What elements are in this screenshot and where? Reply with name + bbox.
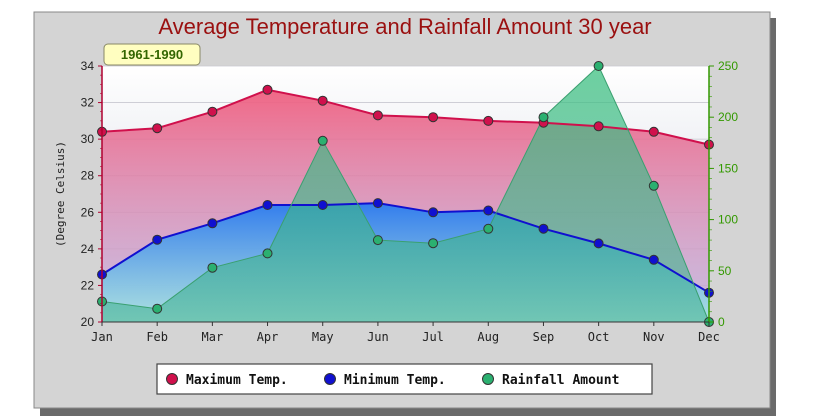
data-point [428,112,439,123]
left-tick-label: 30 [81,132,95,146]
right-tick-label: 0 [718,315,725,329]
right-tick-label: 250 [718,59,738,73]
series-line-2 [101,202,710,294]
y-axis-label: (Degree Celsius) [54,141,67,247]
data-point [648,254,659,265]
data-point [317,135,328,146]
x-tick-label: Sep [533,330,555,344]
data-point [593,61,604,71]
x-tick-label: Apr [257,330,279,344]
data-point [428,238,439,249]
data-point [483,115,494,126]
right-tick-label: 100 [718,213,738,227]
left-tick-label: 32 [81,96,95,110]
x-tick-label: Jan [91,330,113,344]
left-tick-label: 22 [81,278,95,292]
data-point [648,180,659,191]
series-line-3 [101,65,710,323]
x-tick-label: May [312,330,334,344]
series-area-3 [102,66,709,322]
data-point [262,200,273,210]
x-tick-label: Aug [477,330,499,344]
data-point [538,223,549,234]
right-tick-label: 50 [718,264,732,278]
data-point [207,106,218,117]
left-tick-label: 24 [81,242,95,256]
left-tick-label: 20 [81,315,95,329]
legend-box [156,363,653,395]
data-point [372,235,383,246]
x-tick-label: Feb [146,330,168,344]
data-point [152,234,163,245]
left-tick-label: 34 [81,59,95,73]
x-tick-label: Jun [367,330,389,344]
x-tick-label: Nov [643,330,665,344]
x-tick-label: Mar [202,330,224,344]
x-tick-label: Jul [422,330,444,344]
legend-label: Maximum Temp. [186,373,288,388]
data-point [648,126,659,137]
legend: Maximum Temp. Minimum Temp. Rainfall Amoun… [166,373,619,388]
data-point [483,223,494,234]
x-axis-ticks: Jan Feb Mar Apr May Jun Jul Aug Sep Oct Nov Dec [91,322,720,344]
data-point [317,200,328,210]
data-point [207,262,218,273]
data-point [593,121,604,132]
legend-marker [482,373,494,385]
data-point [483,205,494,216]
x-tick-label: Dec [698,330,720,344]
right-tick-label: 200 [718,110,738,124]
data-point [152,123,163,134]
chart-title: Average Temperature and Rainfall Amount … [158,14,651,39]
data-point [262,84,273,95]
data-point [428,207,439,218]
data-point [593,238,604,249]
data-point [372,198,383,209]
data-point [262,248,273,259]
legend-label: Rainfall Amount [502,373,619,388]
left-axis-ticks: 20 22 24 26 28 30 32 34 [81,59,102,329]
data-point [538,112,549,123]
legend-marker [166,373,178,385]
subtitle: 1961-1990 [121,47,183,62]
data-point [372,110,383,121]
subtitle-badge [103,43,201,66]
x-tick-label: Oct [588,330,610,344]
data-point [152,303,163,314]
data-point [207,218,218,229]
legend-marker [324,373,336,385]
series-line-1 [101,88,710,146]
right-axis-ticks: 0 50 100 150 200 250 [709,59,738,329]
left-tick-label: 28 [81,169,95,183]
legend-label: Minimum Temp. [344,373,446,388]
data-point [317,95,328,106]
right-tick-label: 150 [718,161,738,175]
left-tick-label: 26 [81,205,95,219]
